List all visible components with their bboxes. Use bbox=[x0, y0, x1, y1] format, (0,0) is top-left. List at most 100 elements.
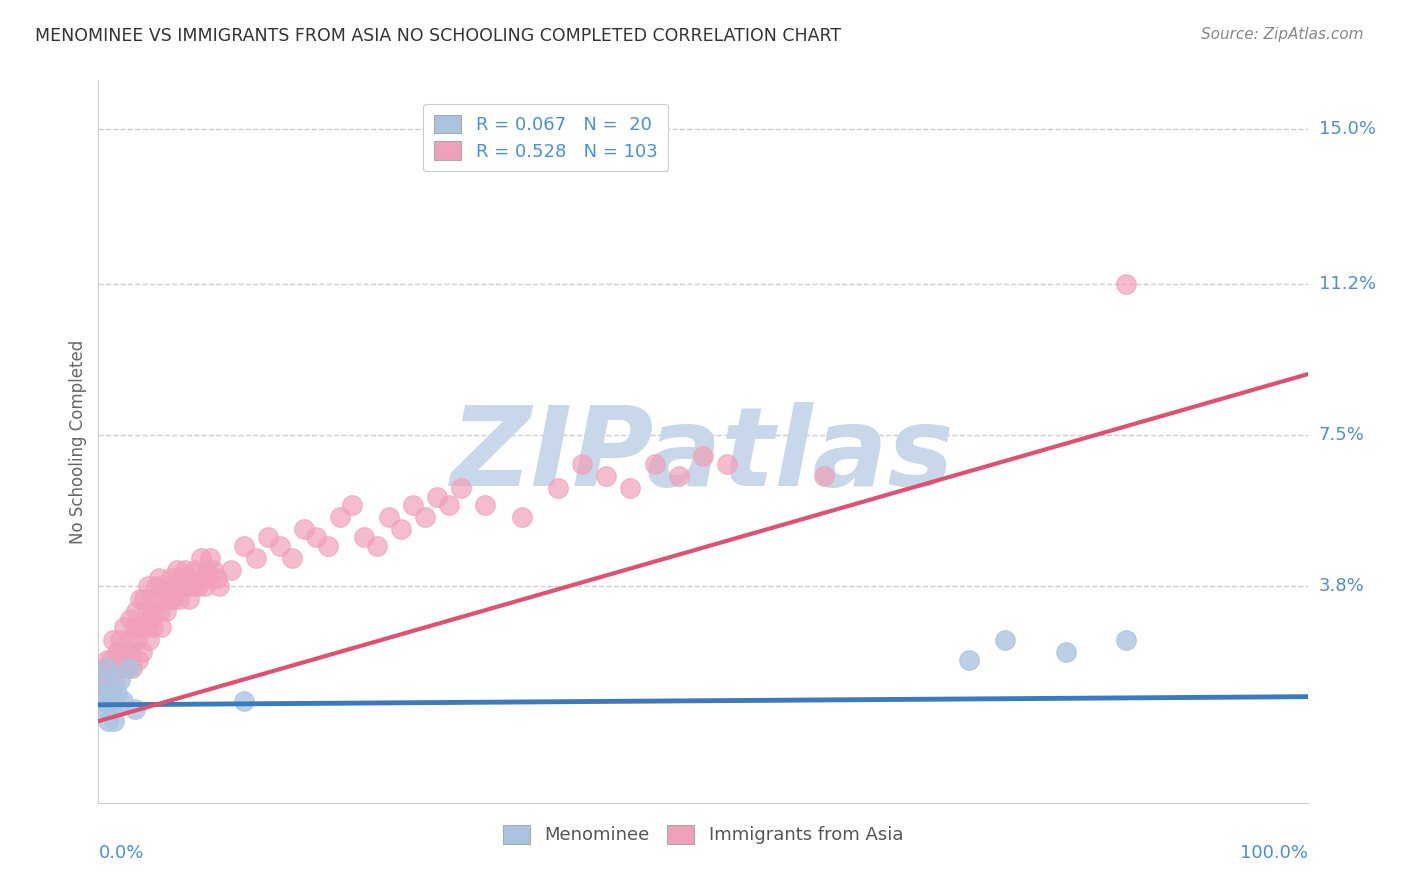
Point bbox=[426, 490, 449, 504]
Point bbox=[166, 563, 188, 577]
Point bbox=[112, 620, 135, 634]
Point bbox=[131, 645, 153, 659]
Text: Source: ZipAtlas.com: Source: ZipAtlas.com bbox=[1201, 27, 1364, 42]
Point bbox=[91, 685, 114, 699]
Point bbox=[124, 620, 146, 634]
Point bbox=[595, 469, 617, 483]
Point bbox=[342, 498, 364, 512]
Legend: Menominee, Immigrants from Asia: Menominee, Immigrants from Asia bbox=[495, 818, 911, 852]
Point bbox=[1054, 645, 1077, 659]
Point bbox=[377, 510, 399, 524]
Point bbox=[152, 591, 174, 606]
Point bbox=[194, 579, 217, 593]
Point bbox=[90, 685, 112, 699]
Point bbox=[110, 661, 132, 675]
Point bbox=[108, 632, 131, 647]
Point bbox=[668, 469, 690, 483]
Point bbox=[150, 620, 173, 634]
Point bbox=[118, 612, 141, 626]
Point bbox=[180, 571, 202, 585]
Point bbox=[136, 579, 159, 593]
Point bbox=[474, 498, 496, 512]
Point bbox=[190, 550, 212, 565]
Point bbox=[957, 653, 980, 667]
Point bbox=[402, 498, 425, 512]
Point bbox=[135, 620, 157, 634]
Point bbox=[1115, 277, 1137, 292]
Point bbox=[105, 685, 128, 699]
Point bbox=[644, 457, 666, 471]
Point bbox=[143, 604, 166, 618]
Text: MENOMINEE VS IMMIGRANTS FROM ASIA NO SCHOOLING COMPLETED CORRELATION CHART: MENOMINEE VS IMMIGRANTS FROM ASIA NO SCH… bbox=[35, 27, 841, 45]
Point bbox=[232, 694, 254, 708]
Point bbox=[105, 645, 128, 659]
Text: 15.0%: 15.0% bbox=[1319, 120, 1375, 138]
Y-axis label: No Schooling Completed: No Schooling Completed bbox=[69, 340, 87, 543]
Point bbox=[111, 645, 134, 659]
Point bbox=[305, 531, 328, 545]
Point bbox=[169, 571, 191, 585]
Point bbox=[716, 457, 738, 471]
Point bbox=[619, 482, 641, 496]
Point bbox=[994, 632, 1017, 647]
Point bbox=[353, 531, 375, 545]
Point bbox=[187, 579, 209, 593]
Point bbox=[813, 469, 835, 483]
Point bbox=[269, 539, 291, 553]
Point bbox=[104, 673, 127, 688]
Point bbox=[134, 591, 156, 606]
Point bbox=[184, 563, 207, 577]
Point bbox=[111, 694, 134, 708]
Point bbox=[692, 449, 714, 463]
Point bbox=[91, 673, 114, 688]
Point bbox=[389, 522, 412, 536]
Point bbox=[127, 632, 149, 647]
Point bbox=[118, 632, 141, 647]
Point bbox=[129, 620, 152, 634]
Point bbox=[547, 482, 569, 496]
Point bbox=[114, 653, 136, 667]
Point bbox=[118, 661, 141, 675]
Point bbox=[256, 531, 278, 545]
Point bbox=[176, 579, 198, 593]
Point bbox=[103, 714, 125, 728]
Text: 7.5%: 7.5% bbox=[1319, 426, 1365, 444]
Text: ZIPatlas: ZIPatlas bbox=[451, 402, 955, 509]
Point bbox=[127, 653, 149, 667]
Point bbox=[100, 685, 122, 699]
Point bbox=[101, 702, 124, 716]
Point bbox=[100, 673, 122, 688]
Text: 0.0%: 0.0% bbox=[98, 845, 143, 863]
Point bbox=[125, 604, 148, 618]
Point bbox=[329, 510, 352, 524]
Point bbox=[98, 694, 121, 708]
Point bbox=[172, 579, 194, 593]
Point bbox=[94, 702, 117, 716]
Point bbox=[94, 673, 117, 688]
Point bbox=[1115, 632, 1137, 647]
Point bbox=[107, 653, 129, 667]
Point bbox=[174, 563, 197, 577]
Point bbox=[510, 510, 533, 524]
Point bbox=[169, 591, 191, 606]
Point bbox=[98, 661, 121, 675]
Point bbox=[97, 685, 120, 699]
Point bbox=[179, 591, 201, 606]
Point bbox=[145, 579, 167, 593]
Point bbox=[163, 579, 186, 593]
Point bbox=[571, 457, 593, 471]
Point bbox=[281, 550, 304, 565]
Point bbox=[245, 550, 267, 565]
Point bbox=[221, 563, 243, 577]
Point bbox=[195, 563, 218, 577]
Text: 11.2%: 11.2% bbox=[1319, 276, 1376, 293]
Point bbox=[153, 579, 176, 593]
Point bbox=[139, 612, 162, 626]
Text: 3.8%: 3.8% bbox=[1319, 577, 1364, 596]
Point bbox=[124, 702, 146, 716]
Text: 100.0%: 100.0% bbox=[1240, 845, 1308, 863]
Point bbox=[193, 571, 215, 585]
Point bbox=[91, 694, 114, 708]
Point bbox=[450, 482, 472, 496]
Point bbox=[138, 632, 160, 647]
